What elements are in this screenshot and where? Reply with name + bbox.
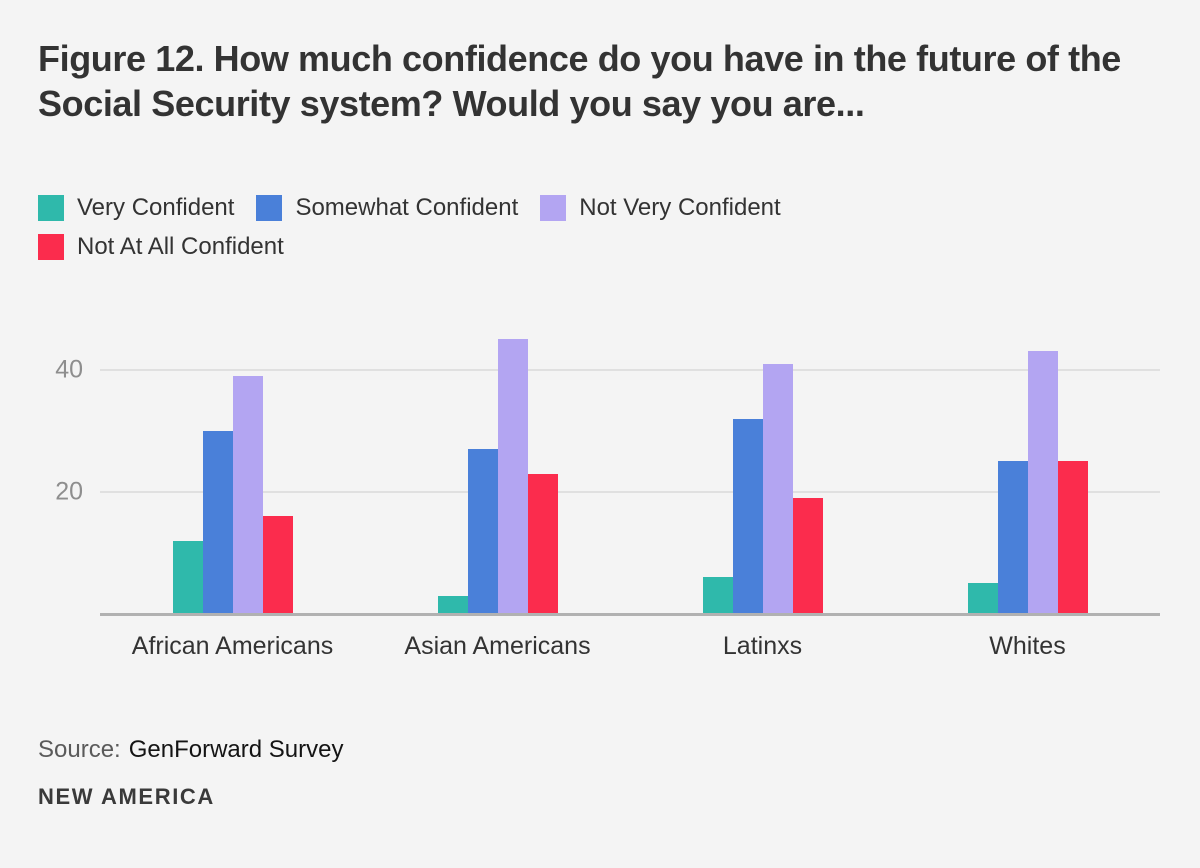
bar — [232, 375, 263, 614]
x-axis-category-label: Asian Americans — [404, 632, 591, 660]
y-axis-tick-label: 20 — [55, 477, 83, 506]
bar-groups — [100, 330, 1160, 614]
bar — [732, 418, 763, 614]
x-axis-category-label: African Americans — [131, 632, 334, 660]
bar — [262, 516, 293, 614]
legend-label: Very Confident — [77, 194, 235, 221]
legend-label: Somewhat Confident — [295, 194, 519, 221]
bar — [1027, 351, 1058, 614]
bar — [997, 461, 1028, 614]
legend-item: Not At All Confident — [38, 233, 284, 261]
bar-group — [630, 330, 895, 614]
bar — [497, 339, 528, 614]
source-value: GenForward Survey — [128, 736, 344, 763]
bar — [702, 577, 733, 614]
legend: Very Confident Somewhat Confident Not Very… — [38, 194, 998, 261]
brand-logo: NEW AMERICA — [38, 784, 215, 809]
gridline — [100, 368, 1160, 371]
bar — [437, 595, 468, 614]
bar — [762, 363, 793, 614]
gridline — [100, 490, 1160, 493]
y-axis-tick-label: 40 — [55, 355, 83, 384]
bar — [527, 473, 558, 614]
legend-swatch-icon — [256, 195, 283, 221]
x-axis-line — [100, 613, 1160, 616]
bar-group — [895, 330, 1160, 614]
source-line: Source: GenForward Survey — [38, 736, 343, 764]
bar — [792, 497, 823, 614]
legend-label: Not At All Confident — [77, 233, 284, 260]
bar — [1057, 461, 1088, 614]
x-axis-category-label: Whites — [989, 632, 1066, 660]
legend-swatch-icon — [38, 195, 64, 221]
legend-item: Very Confident — [38, 194, 234, 222]
source-label: Source: — [38, 736, 121, 763]
bar-group — [100, 330, 365, 614]
legend-label: Not Very Confident — [579, 194, 781, 221]
legend-item: Somewhat Confident — [256, 194, 518, 222]
bar-group — [365, 330, 630, 614]
x-axis-category-label: Latinxs — [722, 632, 803, 660]
x-axis-labels: African Americans Asian Americans Latinxs W… — [100, 632, 1160, 661]
figure-title: Figure 12. How much confidence do you ha… — [38, 38, 1121, 124]
legend-swatch-icon — [38, 234, 64, 260]
bar — [202, 430, 233, 614]
plot-area: 20 40 — [55, 330, 1160, 616]
bar — [967, 583, 998, 614]
legend-swatch-icon — [540, 195, 567, 221]
legend-item: Not Very Confident — [540, 194, 781, 222]
bar — [172, 540, 203, 614]
bar — [467, 449, 498, 614]
